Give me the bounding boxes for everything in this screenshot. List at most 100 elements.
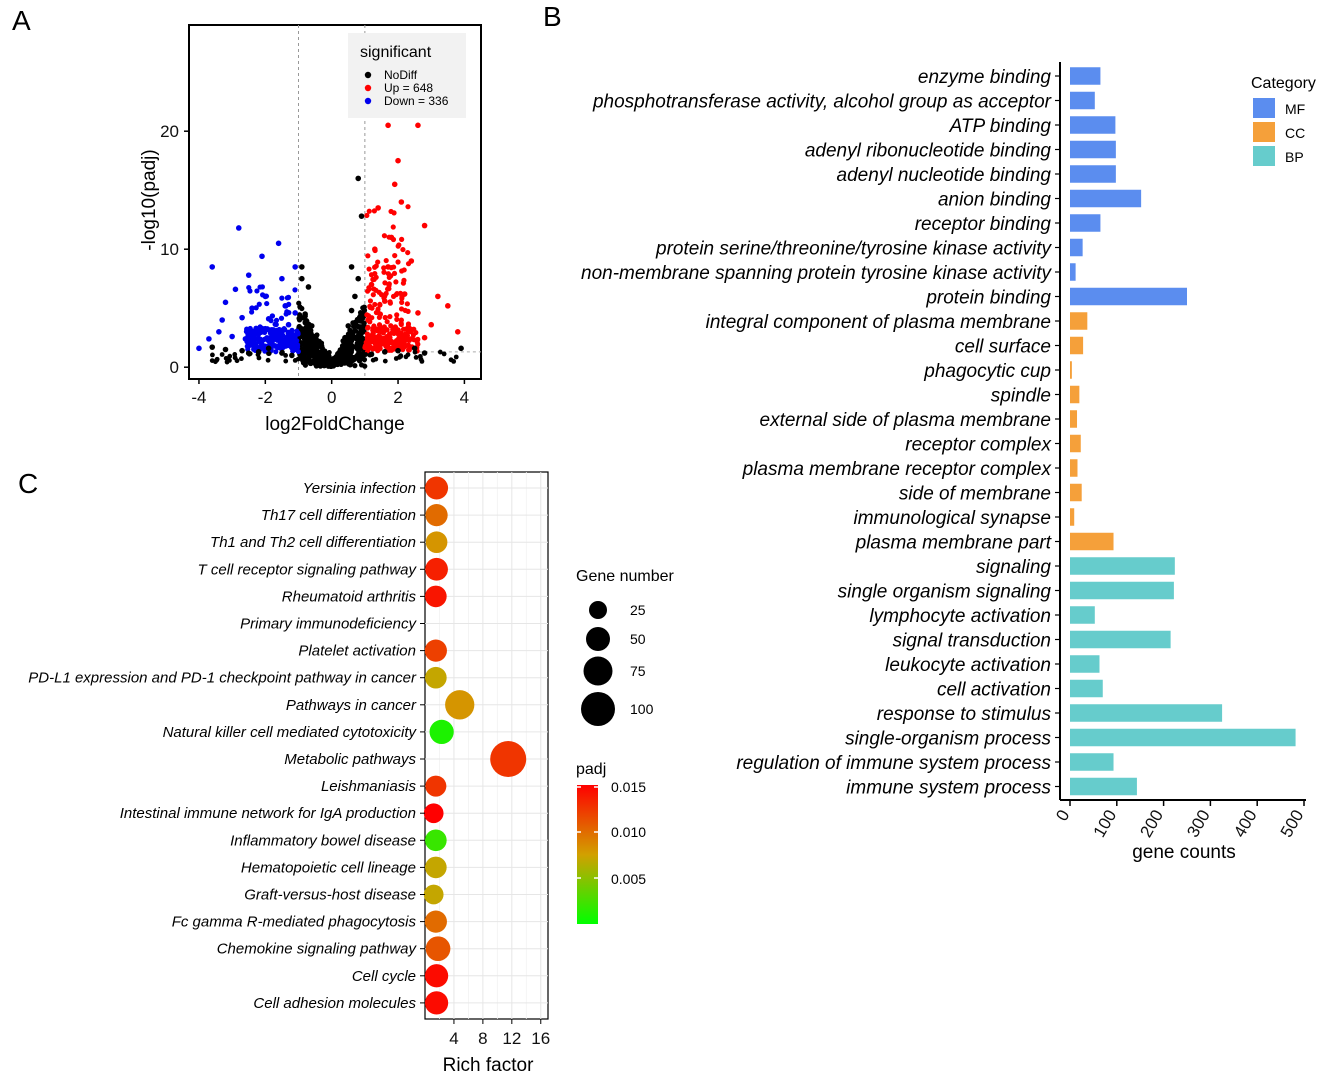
- legend-dot-down: [364, 97, 372, 105]
- volcano-point-up: [377, 334, 383, 340]
- go-term-label: cell surface: [955, 337, 1051, 358]
- legend-label-up: Up = 648: [384, 81, 433, 95]
- volcano-point-up: [375, 259, 381, 265]
- volcano-point-up: [399, 268, 405, 274]
- volcano-point-nodiff: [283, 352, 289, 358]
- bubble-x-ticks: 4 8 12 16: [449, 1019, 550, 1048]
- volcano-point-nodiff: [355, 175, 362, 182]
- volcano-point-nodiff: [313, 347, 320, 353]
- bubble-pathway-label: Hematopoietic cell lineage: [241, 859, 416, 876]
- go-term-label: signaling: [976, 557, 1051, 578]
- bubble-frame: [424, 471, 549, 1020]
- volcano-point-up: [393, 338, 400, 344]
- volcano-point-up: [365, 324, 371, 330]
- go-bar-integral-component-of-plasma-membrane: [1070, 312, 1088, 330]
- volcano-point-up: [365, 317, 371, 323]
- volcano-point-up: [421, 334, 428, 341]
- go-x-label: gene counts: [1132, 842, 1236, 863]
- bubble-pathway-label: PD-L1 expression and PD-1 checkpoint pat…: [28, 670, 417, 687]
- volcano-point-nodiff: [382, 358, 388, 364]
- go-term-label: receptor complex: [905, 435, 1052, 456]
- volcano-y-tick-label: 10: [160, 240, 179, 259]
- volcano-point-nodiff: [381, 349, 388, 355]
- go-term-label: external side of plasma membrane: [760, 410, 1051, 431]
- volcano-point-nodiff: [325, 359, 332, 366]
- volcano-point-up: [377, 311, 384, 317]
- volcano-point-up: [392, 252, 398, 259]
- volcano-point-up: [413, 329, 419, 336]
- go-term-label: phagocytic cup: [923, 361, 1051, 382]
- volcano-point-down: [252, 327, 259, 334]
- size-legend-25: [589, 601, 607, 619]
- bubble-pathway-label: T cell receptor signaling pathway: [198, 561, 418, 578]
- go-term-label: adenyl nucleotide binding: [837, 165, 1052, 186]
- go-x-tick-label: 300: [1183, 807, 1214, 841]
- gene-number-legend: Gene number 25 50 75 100: [576, 568, 675, 726]
- volcano-point-nodiff: [305, 351, 311, 357]
- go-bar-receptor-complex: [1070, 434, 1081, 453]
- volcano-point-nodiff: [355, 275, 362, 282]
- volcano-point-up: [375, 205, 381, 211]
- volcano-point-up: [384, 319, 390, 325]
- volcano-point-down: [209, 264, 216, 270]
- volcano-point-up: [399, 344, 405, 350]
- bubble-natural-killer-cell-mediated-cytotoxicity: [429, 719, 454, 745]
- volcano-point-up: [381, 269, 387, 275]
- go-term-label: plasma membrane part: [855, 533, 1052, 554]
- volcano-point-nodiff: [304, 318, 310, 325]
- volcano-point-down: [282, 326, 288, 333]
- volcano-point-down: [264, 300, 270, 307]
- volcano-point-up: [366, 286, 372, 292]
- volcano-point-down: [278, 315, 285, 321]
- volcano-point-nodiff: [246, 350, 251, 356]
- volcano-point-up: [383, 290, 389, 297]
- bubble-pathway-label: Leishmaniasis: [321, 778, 417, 795]
- volcano-point-nodiff: [310, 351, 316, 357]
- volcano-point-up: [377, 302, 383, 308]
- volcano-point-up: [368, 281, 375, 288]
- volcano-point-down: [269, 313, 276, 319]
- go-bar-single-organism-signaling: [1070, 581, 1174, 600]
- volcano-point-up: [381, 265, 387, 271]
- volcano-point-up: [401, 291, 408, 297]
- volcano-legend-title: significant: [360, 44, 432, 61]
- bubble-fc-gamma-r-mediated-phagocytosis: [424, 910, 447, 933]
- bubble-pathway-label: Th1 and Th2 cell differentiation: [210, 534, 416, 551]
- go-bar-atp-binding: [1070, 116, 1116, 134]
- volcano-point-up: [390, 224, 396, 230]
- volcano-point-up: [405, 342, 411, 348]
- bubble-t-cell-receptor-signaling-pathway: [425, 557, 448, 581]
- go-term-label: immune system process: [846, 778, 1051, 799]
- volcano-point-nodiff: [357, 354, 363, 360]
- go-term-label: single organism signaling: [838, 582, 1052, 603]
- go-bar-signal-transduction: [1070, 630, 1171, 649]
- volcano-point-nodiff: [437, 349, 443, 355]
- bubble-graft-versus-host-disease: [423, 884, 444, 905]
- volcano-point-nodiff: [357, 309, 364, 316]
- go-term-labels: enzyme binding phosphotransferase activit…: [581, 67, 1060, 799]
- legend-label-mf: MF: [1285, 101, 1305, 117]
- volcano-point-up: [394, 312, 400, 318]
- volcano-point-down: [245, 272, 252, 278]
- volcano-point-nodiff: [352, 363, 358, 369]
- go-term-label: plasma membrane receptor complex: [742, 459, 1053, 480]
- go-x-tick-label: 100: [1090, 807, 1121, 841]
- volcano-point-up: [376, 289, 382, 295]
- volcano-point-nodiff: [214, 356, 220, 362]
- go-x-ticks: 0 100 200 300 400 500: [1052, 800, 1307, 841]
- volcano-point-up: [398, 321, 404, 328]
- bubble-pathway-label: Primary immunodeficiency: [240, 616, 417, 633]
- volcano-y-label: -log10(padj): [139, 149, 160, 250]
- volcano-point-up: [396, 242, 402, 248]
- bubble-intestinal-immune-network-for-iga-production: [423, 803, 444, 824]
- panel-label-c: C: [18, 468, 38, 499]
- volcano-point-down: [289, 339, 295, 346]
- volcano-x-tick-label: 2: [393, 388, 402, 407]
- go-bar-immune-system-process: [1070, 777, 1137, 796]
- volcano-point-nodiff: [239, 356, 244, 362]
- volcano-point-up: [400, 326, 407, 332]
- go-term-label: spindle: [991, 386, 1051, 407]
- volcano-point-down: [246, 343, 252, 349]
- volcano-point-down: [283, 343, 289, 349]
- volcano-point-nodiff: [357, 332, 363, 338]
